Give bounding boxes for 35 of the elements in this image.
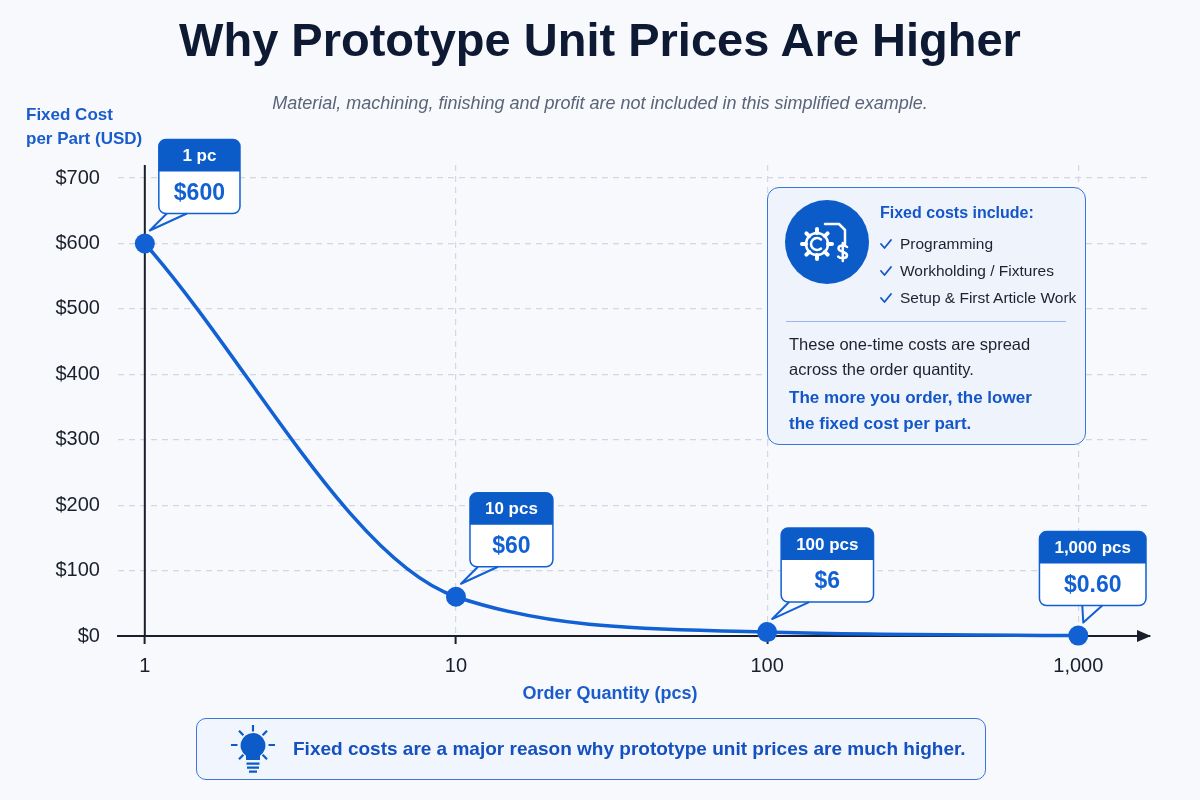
- y-tick-label: $700: [55, 165, 100, 188]
- point: [134, 233, 155, 254]
- chart-subtitle: Material, machining, finishing and profit are not included in this simplified example.: [272, 93, 928, 113]
- annotation: Fixed costs include:: [880, 203, 1034, 223]
- y-axis-title: Fixed Cost per Part (USD): [26, 104, 143, 150]
- annotation: Workholding / Fixtures: [900, 262, 1054, 280]
- x-tick-label: 1,000: [1053, 653, 1104, 676]
- annotation: Setup & First Article Work: [900, 289, 1077, 307]
- y-tick-label: $100: [55, 558, 100, 581]
- text: Fixed costs are a major reason why prototype unit prices are much higher.: [293, 736, 966, 761]
- annotation: Programming: [900, 235, 994, 253]
- data-label: $0.60: [1063, 570, 1122, 597]
- y-tick-label: $600: [55, 231, 100, 254]
- y-tick-label: $200: [55, 492, 100, 515]
- x-tick-label: 10: [444, 653, 468, 676]
- point: [445, 586, 466, 607]
- point: [1068, 625, 1089, 646]
- y-tick-label: $300: [55, 427, 100, 450]
- point: [757, 622, 778, 643]
- annotation: 1,000 pcs: [1054, 538, 1131, 558]
- annotation: The more you order, the lower the fixed cost per part.: [789, 387, 1033, 435]
- x-tick-label: 100: [750, 653, 784, 676]
- x-tick-label: 1: [139, 653, 151, 676]
- annotation: 1 pc: [182, 146, 217, 166]
- y-tick-label: $400: [55, 361, 100, 384]
- data-label: $6: [814, 567, 841, 594]
- y-tick-label: $500: [55, 296, 100, 319]
- data-label: $60: [492, 532, 531, 559]
- annotation: 10 pcs: [484, 499, 538, 519]
- x-axis-title: Order Quantity (pcs): [521, 682, 699, 705]
- chart-title: Why Prototype Unit Prices Are Higher: [178, 12, 1022, 68]
- annotation: These one-time costs are spread across the order quantity.: [789, 334, 1032, 380]
- data-label: $600: [173, 178, 225, 205]
- annotation: 100 pcs: [796, 534, 859, 554]
- y-tick-label: $0: [77, 623, 100, 646]
